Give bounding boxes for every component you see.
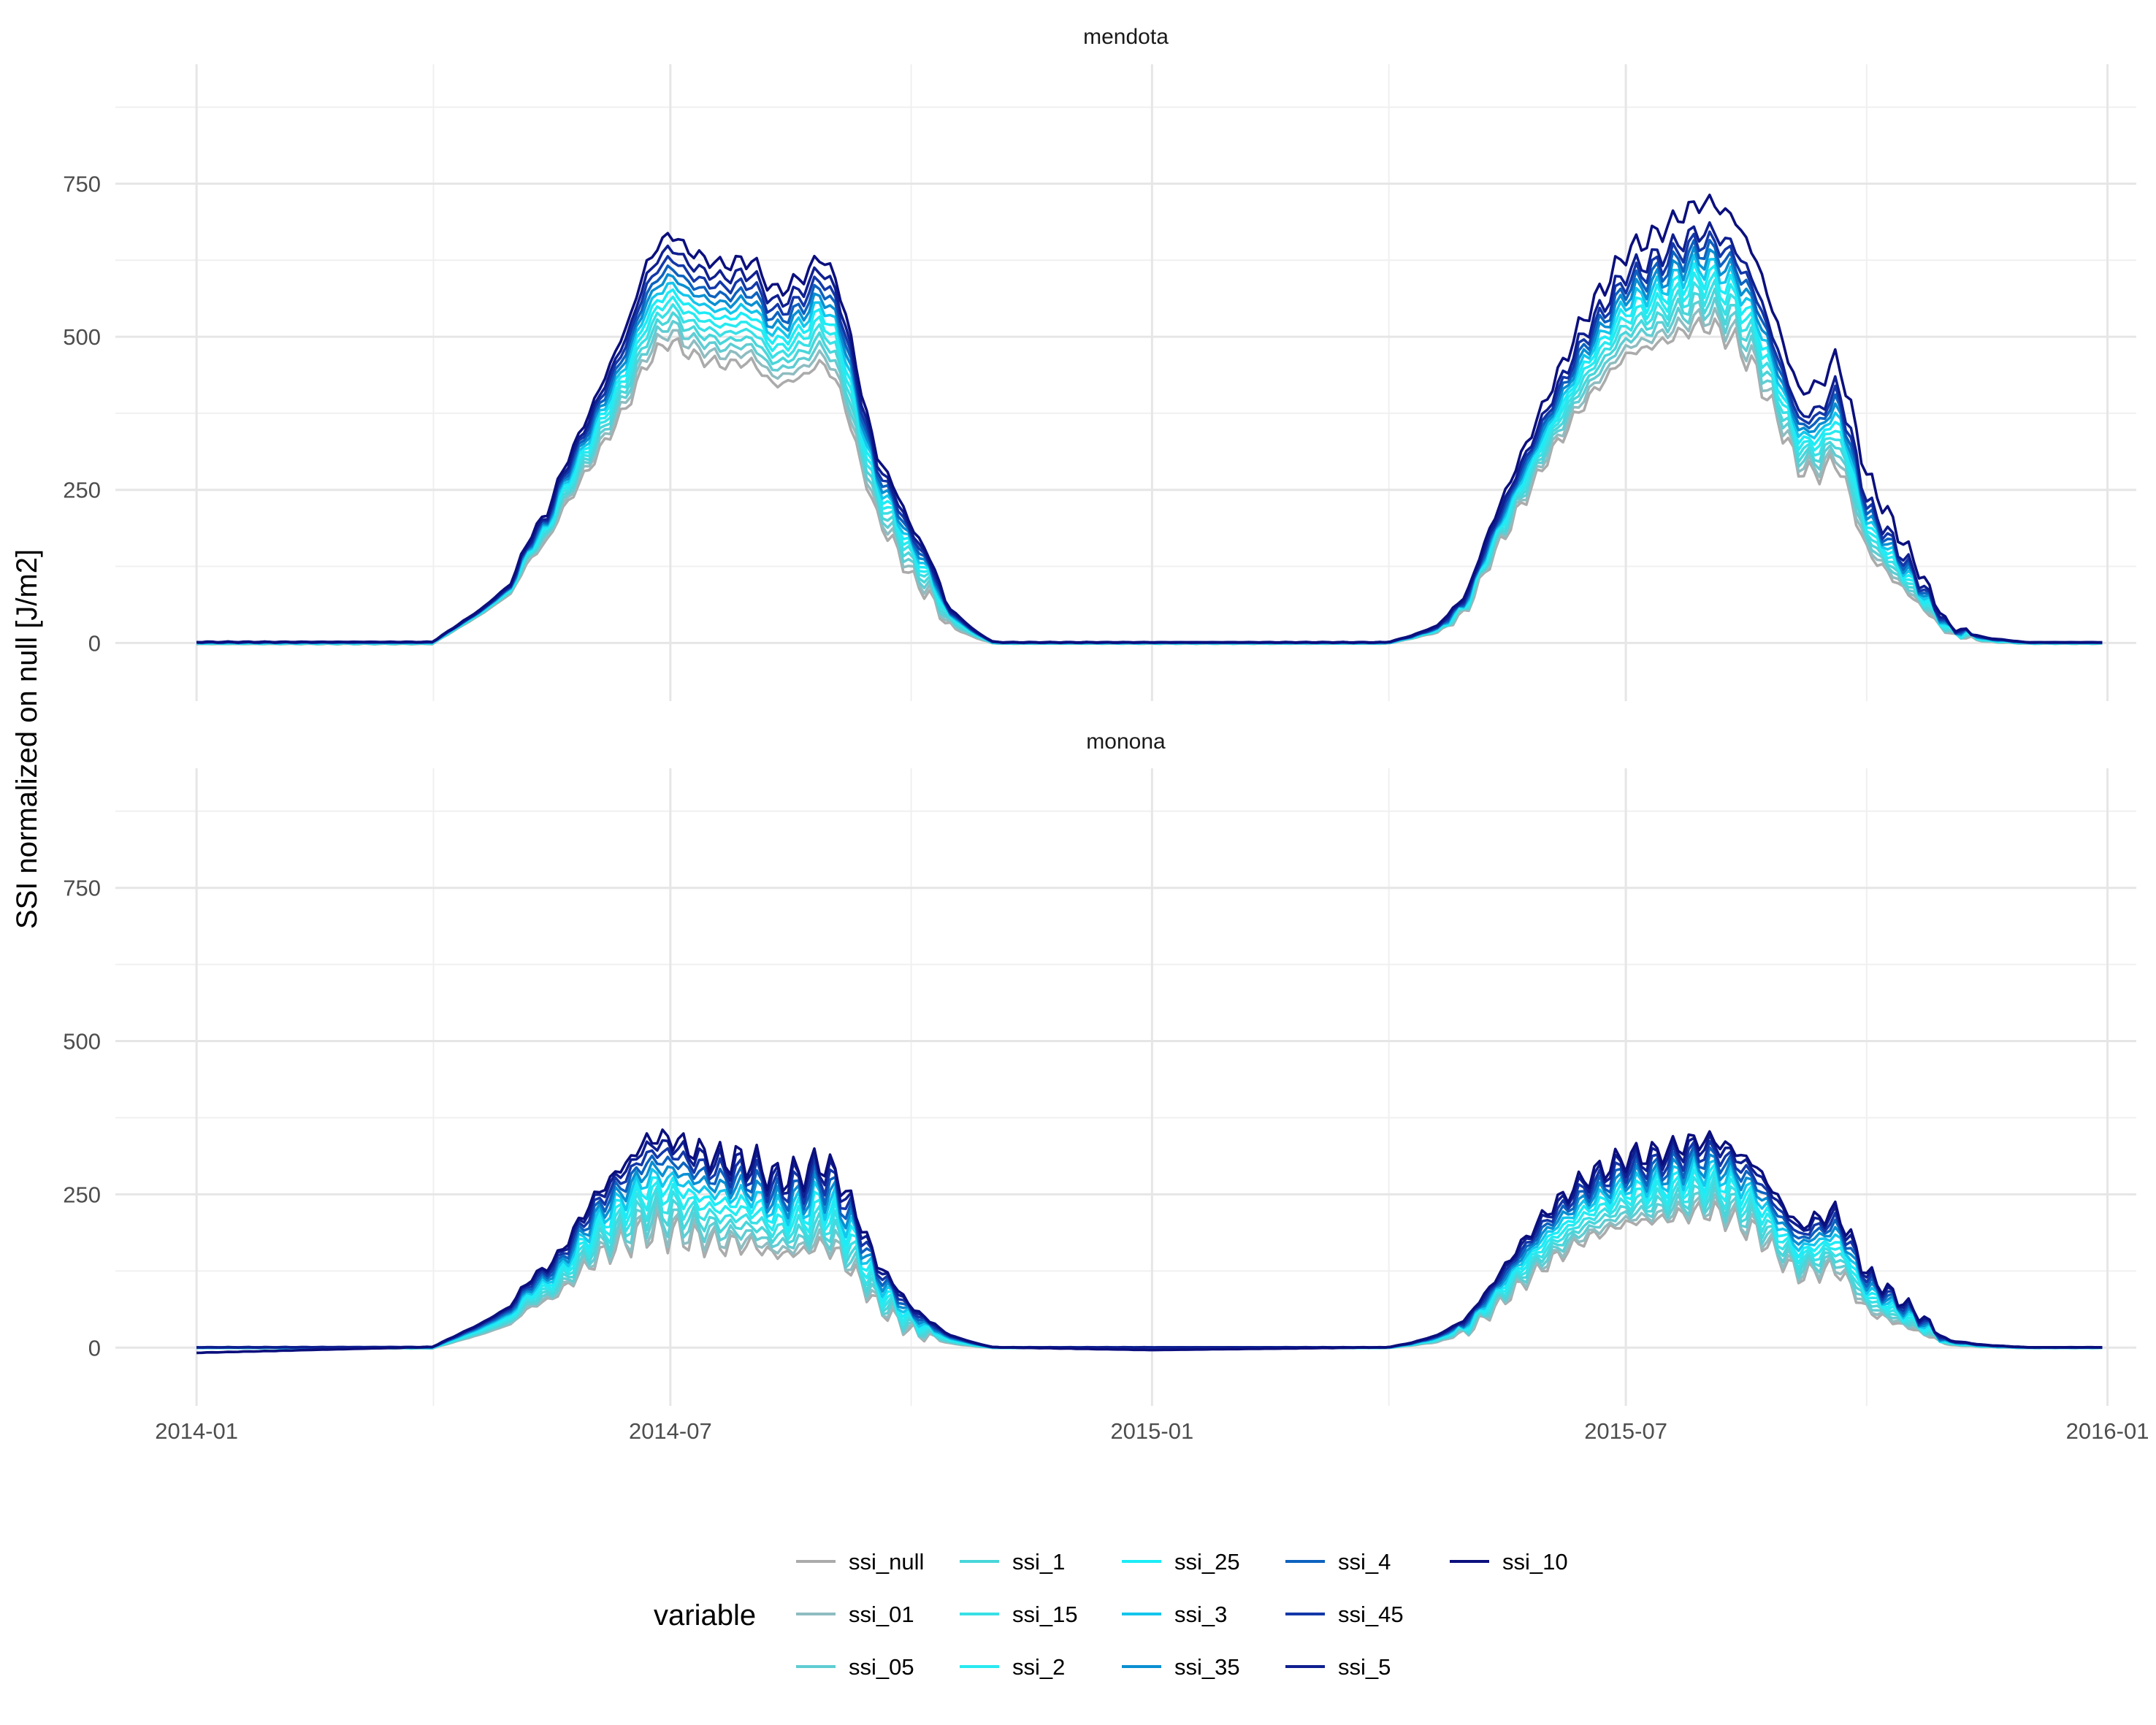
legend-label: ssi_45	[1338, 1602, 1404, 1627]
x-tick-label: 2014-01	[155, 1418, 238, 1444]
legend-item-ssi_4: ssi_4	[1285, 1549, 1391, 1575]
legend-label: ssi_05	[849, 1654, 914, 1680]
series-line-ssi_3	[196, 1155, 2103, 1350]
y-tick-label: 0	[88, 1335, 101, 1361]
legend-item-ssi_05: ssi_05	[796, 1654, 914, 1680]
legend-item-ssi_3: ssi_3	[1122, 1602, 1227, 1627]
legend-item-ssi_01: ssi_01	[796, 1602, 914, 1627]
legend-item-ssi_25: ssi_25	[1122, 1549, 1240, 1575]
legend-item-ssi_45: ssi_45	[1285, 1602, 1404, 1627]
legend: variablessi_nullssi_01ssi_05ssi_1ssi_15s…	[654, 1549, 1568, 1680]
panel-mendota: mendota 0 250 500 750	[63, 25, 2136, 701]
y-tick-label: 250	[63, 478, 101, 503]
legend-item-ssi_1: ssi_1	[960, 1549, 1065, 1575]
legend-label: ssi_5	[1338, 1654, 1391, 1680]
series-line-ssi_2	[196, 271, 2103, 645]
legend-item-ssi_2: ssi_2	[960, 1654, 1065, 1680]
series-line-ssi_5	[196, 221, 2103, 644]
legend-label: ssi_4	[1338, 1549, 1391, 1575]
series-group	[196, 1128, 2103, 1355]
legend-item-ssi_null: ssi_null	[796, 1549, 924, 1575]
legend-title: variable	[654, 1599, 756, 1632]
y-tick-label: 500	[63, 324, 101, 350]
legend-label: ssi_2	[1012, 1654, 1065, 1680]
legend-label: ssi_15	[1012, 1602, 1078, 1627]
series-line-ssi_10	[196, 1128, 2103, 1355]
y-tick-label: 0	[88, 630, 101, 656]
series-line-ssi_4	[196, 1144, 2103, 1349]
y-tick-label: 750	[63, 172, 101, 197]
legend-label: ssi_10	[1502, 1549, 1568, 1575]
series-group	[196, 194, 2103, 646]
y-tick-label: 250	[63, 1182, 101, 1207]
legend-item-ssi_15: ssi_15	[960, 1602, 1078, 1627]
y-axis-label: SSI normalized on null [J/m2]	[11, 549, 43, 929]
legend-label: ssi_null	[849, 1549, 924, 1575]
legend-item-ssi_10: ssi_10	[1450, 1549, 1568, 1575]
legend-item-ssi_35: ssi_35	[1122, 1654, 1240, 1680]
x-tick-label: 2015-01	[1110, 1418, 1193, 1444]
legend-item-ssi_5: ssi_5	[1285, 1654, 1391, 1680]
series-line-ssi_null	[196, 316, 2103, 646]
legend-label: ssi_25	[1174, 1549, 1240, 1575]
y-tick-label: 500	[63, 1029, 101, 1055]
x-tick-label: 2015-07	[1584, 1418, 1667, 1444]
x-tick-label: 2014-07	[629, 1418, 712, 1444]
legend-label: ssi_1	[1012, 1549, 1065, 1575]
y-tick-label: 750	[63, 876, 101, 901]
panel-title: monona	[1086, 730, 1166, 754]
series-line-ssi_35	[196, 245, 2103, 645]
x-tick-label: 2016-01	[2066, 1418, 2149, 1444]
legend-label: ssi_35	[1174, 1654, 1240, 1680]
legend-label: ssi_01	[849, 1602, 914, 1627]
panel-title: mendota	[1083, 25, 1169, 49]
legend-label: ssi_3	[1174, 1602, 1227, 1627]
panel-monona: monona 0 250 500 750 2014-01 2014-07 2015-01 201…	[63, 730, 2149, 1444]
series-line-ssi_10	[196, 194, 2103, 644]
